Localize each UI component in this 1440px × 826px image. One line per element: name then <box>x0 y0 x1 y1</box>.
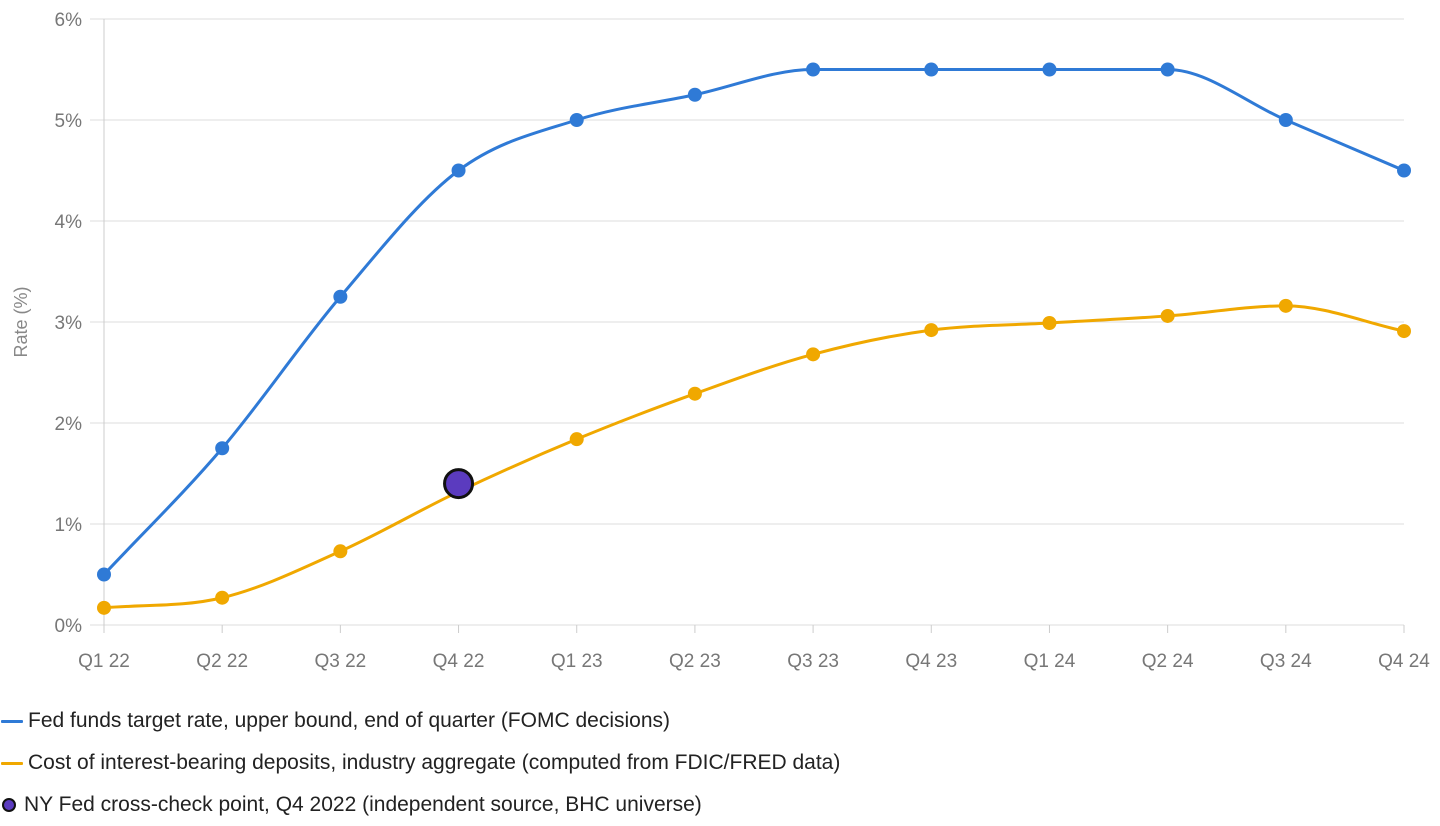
x-tick-label-q2-22: Q2 22 <box>196 651 248 672</box>
x-tick-label-q2-23: Q2 23 <box>669 651 721 672</box>
gridlines <box>90 18 1404 626</box>
series-line-deposit-cost <box>102 304 1406 610</box>
y-tick-label-0: 0% <box>55 616 83 637</box>
annotation-point-ny-fed-q4-22[interactable] <box>443 468 475 500</box>
point-deposit-cost-q3-22[interactable] <box>333 544 348 559</box>
legend-label-fed-funds: Fed funds target rate, upper bound, end … <box>28 709 671 732</box>
x-tick-label-q3-23: Q3 23 <box>787 651 839 672</box>
point-fed-funds-q4-23[interactable] <box>924 62 939 77</box>
x-tick-label-q2-24: Q2 24 <box>1142 651 1194 672</box>
y-tick-label-1: 1% <box>55 515 83 536</box>
annotations <box>443 468 475 500</box>
legend-label-ny-fed-point: NY Fed cross-check point, Q4 2022 (indep… <box>24 793 702 816</box>
legend-item-ny-fed-point: NY Fed cross-check point, Q4 2022 (indep… <box>0 784 1440 826</box>
axes: 0% 1% 2% 3% 4% 5% 6% Q1 22 Q2 22 Q3 22 Q4 22 Q1 23 Q… <box>55 10 1431 672</box>
point-fed-funds-q4-24[interactable] <box>1397 163 1411 178</box>
point-deposit-cost-q3-24[interactable] <box>1278 298 1293 313</box>
point-deposit-cost-q1-23[interactable] <box>569 432 584 447</box>
point-deposit-cost-q1-22[interactable] <box>97 600 111 615</box>
point-fed-funds-q1-23[interactable] <box>569 113 584 127</box>
point-deposit-cost-q2-24[interactable] <box>1160 308 1175 323</box>
x-tick-label-q4-22: Q4 22 <box>433 651 485 672</box>
point-fed-funds-q1-22[interactable] <box>97 567 111 582</box>
y-tick-label-5: 5% <box>55 111 83 132</box>
point-fed-funds-q1-24[interactable] <box>1042 62 1057 77</box>
point-fed-funds-q3-22[interactable] <box>333 289 348 304</box>
series-points <box>97 62 1411 615</box>
point-deposit-cost-q4-23[interactable] <box>924 323 939 338</box>
legend: Fed funds target rate, upper bound, end … <box>0 700 1440 826</box>
x-tick-label-q3-24: Q3 24 <box>1260 651 1312 672</box>
point-fed-funds-q2-22[interactable] <box>215 441 230 456</box>
x-tick-label-q4-23: Q4 23 <box>905 651 957 672</box>
point-deposit-cost-q4-24[interactable] <box>1397 324 1411 339</box>
y-axis-title: Rate (%) <box>11 286 31 357</box>
x-tick-label-q4-24: Q4 24 <box>1378 651 1430 672</box>
legend-swatch-ny-fed-point <box>2 798 16 812</box>
point-fed-funds-q2-24[interactable] <box>1160 62 1175 77</box>
legend-label-deposit-cost: Cost of interest-bearing deposits, indus… <box>28 751 841 774</box>
y-tick-label-2: 2% <box>55 414 83 435</box>
legend-swatch-fed-funds <box>1 719 23 723</box>
x-tick-label-q1-24: Q1 24 <box>1024 651 1076 672</box>
y-tick-label-3: 3% <box>55 313 83 334</box>
point-fed-funds-q3-23[interactable] <box>806 62 821 77</box>
legend-swatch-deposit-cost <box>1 761 23 765</box>
x-tick-label-q1-23: Q1 23 <box>551 651 603 672</box>
x-tick-label-q1-22: Q1 22 <box>78 651 130 672</box>
y-tick-label-6: 6% <box>55 10 83 31</box>
point-fed-funds-q4-22[interactable] <box>451 163 466 178</box>
x-tick-label-q3-22: Q3 22 <box>314 651 366 672</box>
legend-item-fed-funds: Fed funds target rate, upper bound, end … <box>0 700 1440 742</box>
series-line-fed-funds <box>102 67 1406 576</box>
line-chart: 0% 1% 2% 3% 4% 5% 6% Q1 22 Q2 22 Q3 22 Q4 22 Q1 23 Q… <box>11 10 1431 672</box>
legend-item-deposit-cost: Cost of interest-bearing deposits, indus… <box>0 742 1440 784</box>
point-deposit-cost-q2-22[interactable] <box>215 590 230 605</box>
point-fed-funds-q3-24[interactable] <box>1278 113 1293 127</box>
point-deposit-cost-q2-23[interactable] <box>687 386 702 401</box>
point-fed-funds-q2-23[interactable] <box>687 87 702 102</box>
y-tick-label-4: 4% <box>55 212 83 233</box>
point-deposit-cost-q3-23[interactable] <box>806 347 821 362</box>
point-deposit-cost-q1-24[interactable] <box>1042 316 1057 331</box>
series-lines <box>102 67 1406 610</box>
